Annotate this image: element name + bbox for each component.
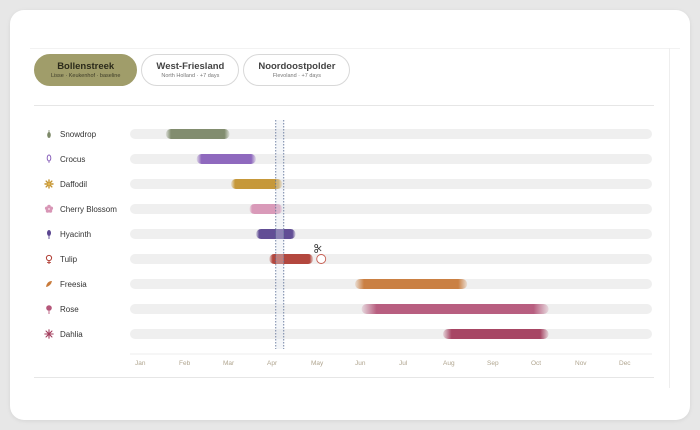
bloom-bar[interactable] xyxy=(196,154,256,164)
freesia-icon xyxy=(46,281,52,287)
x-tick-label: Feb xyxy=(179,360,191,367)
bar-track xyxy=(130,204,652,214)
tab-title: Noordoostpolder xyxy=(258,60,336,72)
row-label: Rose xyxy=(60,305,79,314)
row-label: Daffodil xyxy=(60,180,87,189)
tab-title: West-Friesland xyxy=(156,60,225,72)
rose-icon xyxy=(46,305,52,314)
bloom-bar[interactable] xyxy=(443,329,549,339)
date-marker-band xyxy=(275,120,284,349)
x-tick-label: Apr xyxy=(267,360,278,367)
x-tick-label: Jan xyxy=(135,360,146,367)
bloom-bar[interactable] xyxy=(230,179,283,189)
cut-point-marker[interactable] xyxy=(316,254,327,264)
bloom-bar[interactable] xyxy=(355,279,468,289)
hyacinth-icon xyxy=(47,230,51,239)
x-tick-label: Nov xyxy=(575,360,587,367)
bar-track xyxy=(130,329,652,339)
dahlia-icon xyxy=(44,329,54,339)
x-tick-label: Jul xyxy=(399,360,408,367)
tabs-divider xyxy=(34,105,654,106)
bar-track xyxy=(130,129,652,139)
daffodil-icon xyxy=(44,179,54,189)
tab-bollenstreek[interactable]: Bollenstreek Lisse · Keukenhof · baselin… xyxy=(34,54,138,86)
tab-subtitle: Flevoland · +7 days xyxy=(272,72,321,79)
x-tick-label: Jun xyxy=(355,360,366,367)
bar-track xyxy=(130,229,652,239)
crocus-icon xyxy=(46,154,52,163)
tab-subtitle: North Holland · +7 days xyxy=(161,72,220,79)
x-tick-label: Sep xyxy=(487,360,499,367)
x-tick-label: Aug xyxy=(443,360,455,367)
bloom-bar[interactable] xyxy=(165,129,230,139)
row-label: Dahlia xyxy=(60,330,83,339)
snowdrop-icon xyxy=(47,130,51,138)
tab-west-friesland[interactable]: West-Friesland North Holland · +7 days xyxy=(141,54,240,86)
x-tick-label: May xyxy=(311,360,324,367)
bloom-bar[interactable] xyxy=(269,254,314,264)
x-tick-label: Mar xyxy=(223,360,235,367)
tulip-icon xyxy=(45,254,53,264)
panel-top-edge xyxy=(30,48,680,49)
scissors-icon xyxy=(314,244,322,253)
row-label: Cherry Blossom xyxy=(60,205,117,214)
row-label: Hyacinth xyxy=(60,230,91,239)
cherry-blossom-icon xyxy=(44,204,54,213)
tab-title: Bollenstreek xyxy=(57,60,115,72)
footer-divider xyxy=(34,377,654,378)
x-tick-label: Oct xyxy=(531,360,541,367)
tab-subtitle: Lisse · Keukenhof · baseline xyxy=(51,72,121,79)
row-label: Snowdrop xyxy=(60,130,97,139)
x-tick-label: Dec xyxy=(619,360,631,367)
row-label: Crocus xyxy=(60,155,85,164)
row-label: Freesia xyxy=(60,280,87,289)
bar-track xyxy=(130,254,652,264)
panel-right-edge xyxy=(669,48,670,388)
row-label: Tulip xyxy=(60,255,78,264)
bloom-bar[interactable] xyxy=(361,304,549,314)
bloom-bar[interactable] xyxy=(249,204,283,214)
bar-track xyxy=(130,154,652,164)
tab-noordoostpolder[interactable]: Noordoostpolder Flevoland · +7 days xyxy=(243,54,351,86)
region-tabs: Bollenstreek Lisse · Keukenhof · baselin… xyxy=(34,54,351,86)
bar-track xyxy=(130,179,652,189)
